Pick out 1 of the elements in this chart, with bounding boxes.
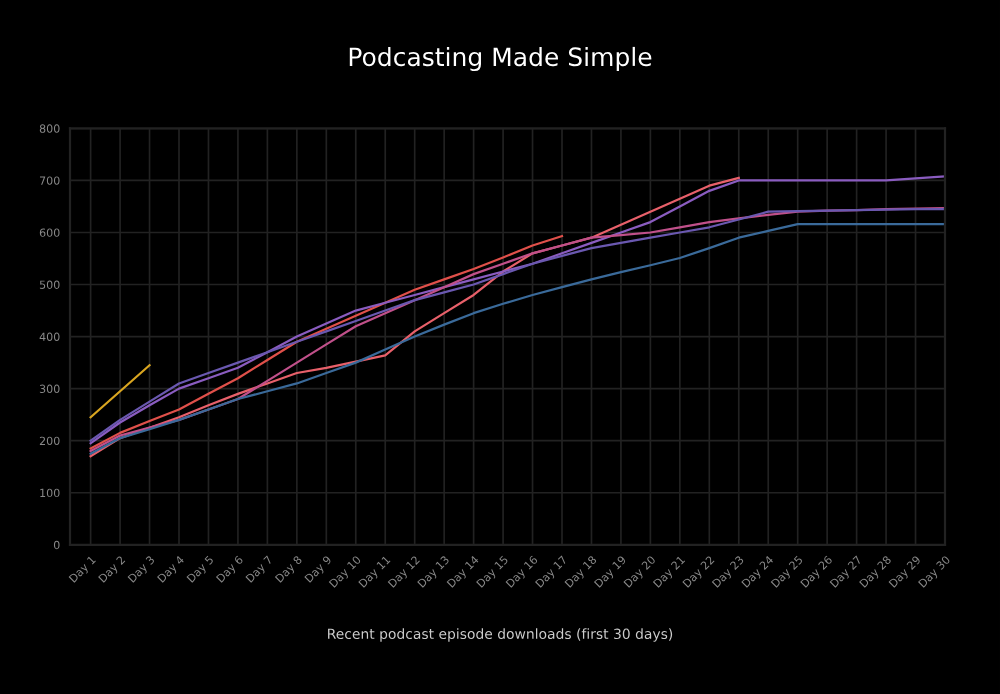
chart-title: Podcasting Made Simple (349, 46, 652, 72)
